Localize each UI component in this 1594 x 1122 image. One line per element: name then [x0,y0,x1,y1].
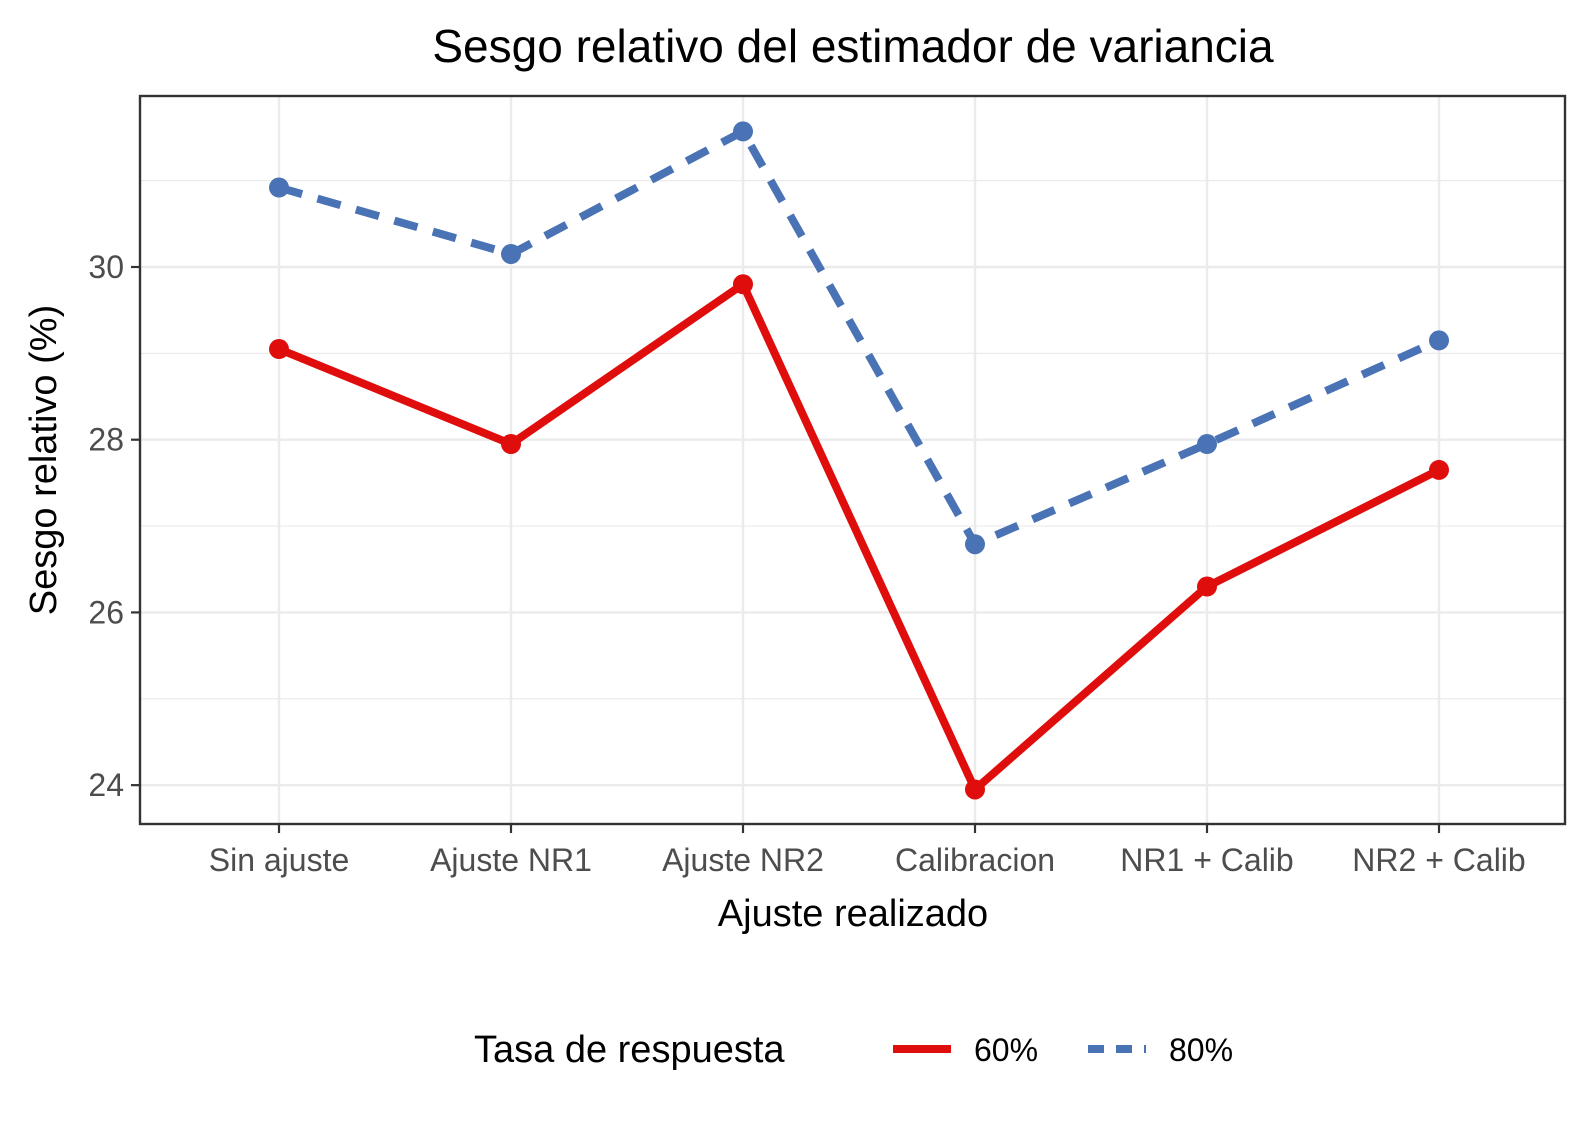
legend-label-2: 80% [1169,1032,1233,1068]
series-1-point [501,434,521,455]
series-line-1 [277,280,1441,794]
series-2-point [269,177,289,198]
series-2-point [501,244,521,265]
x-tick-label: NR1 + Calib [1120,842,1293,878]
y-tick-label: 28 [88,422,124,458]
y-axis-title: Sesgo relativo (%) [23,305,65,615]
series-1-point [1429,459,1449,480]
x-axis-title: Ajuste realizado [718,893,988,935]
chart-title: Sesgo relativo del estimador de varianci… [432,20,1274,72]
series-1-point [269,339,289,360]
series-1-point [1197,576,1217,597]
series-2-point [965,534,985,555]
x-tick-label: Ajuste NR1 [430,842,592,878]
panel-border [138,94,1567,826]
y-tick-label: 30 [88,249,124,285]
y-tick-label: 24 [88,767,124,803]
x-tick-label: Sin ajuste [209,842,350,878]
plot-area: 24 26 28 30 Sin ajuste Ajuste NR1 Ajuste NR2 Ca… [88,94,1567,878]
y-tick-label: 26 [88,594,124,630]
series-2-point [733,121,753,142]
legend-label-1: 60% [974,1032,1038,1068]
legend: Tasa de respuesta 60% 80% [474,1029,1233,1071]
x-tick-label: Calibracion [895,842,1055,878]
legend-title: Tasa de respuesta [474,1029,785,1071]
x-tick-label: Ajuste NR2 [662,842,824,878]
panel-background [140,96,1565,824]
x-tick-label: NR2 + Calib [1352,842,1525,878]
series-2-point [1197,434,1217,455]
series-1-point [965,779,985,800]
series-1-point [733,274,753,295]
series-line-2 [277,127,1441,549]
series-2-point [1429,330,1449,351]
